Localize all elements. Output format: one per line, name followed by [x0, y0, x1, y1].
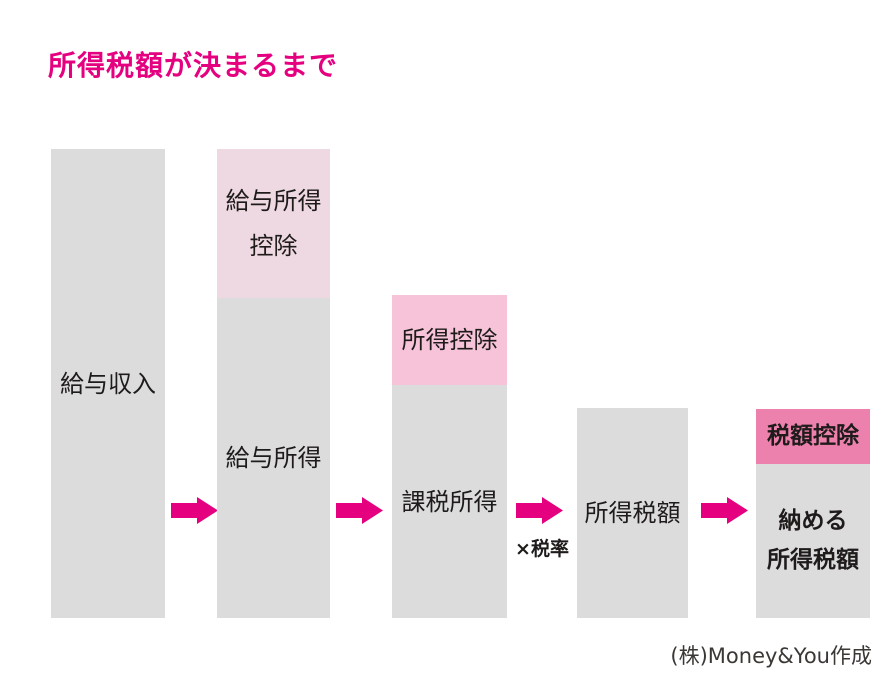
segment-label: 給与収入	[60, 369, 156, 398]
flow-arrow-1	[171, 497, 218, 524]
segment-taxable-income: 課税所得	[392, 385, 507, 618]
bar-salary-income: 給与所得 控除 給与所得	[217, 149, 330, 618]
segment-label-line: 給与所得	[225, 187, 322, 216]
segment-salary-revenue: 給与収入	[51, 149, 165, 618]
flow-arrow-2	[336, 497, 383, 524]
segment-tax-to-pay: 納める 所得税額	[756, 464, 870, 618]
bar-income-tax: 所得税額	[577, 408, 688, 618]
arrow-right-icon	[516, 497, 563, 524]
bar-salary-revenue: 給与収入	[51, 149, 165, 618]
segment-label-line: 所得税額	[767, 547, 859, 573]
segment-salary-income: 給与所得	[217, 298, 330, 618]
segment-label: 給与所得	[225, 444, 322, 472]
segment-salary-income-deduction: 給与所得 控除	[217, 149, 330, 298]
flow-arrow-4	[701, 497, 748, 524]
segment-label: 所得税額	[584, 499, 681, 527]
segment-label: 所得控除	[401, 326, 498, 354]
tax-rate-note: ×税率	[515, 538, 569, 560]
segment-tax-credit: 税額控除	[756, 409, 870, 464]
page-title: 所得税額が決まるまで	[48, 49, 339, 82]
attribution-credit: (株)Money&You作成	[670, 644, 872, 668]
segment-label-line: 控除	[249, 231, 298, 260]
segment-label: 税額控除	[767, 423, 859, 449]
segment-income-tax: 所得税額	[577, 408, 688, 618]
arrow-right-icon	[336, 497, 383, 524]
segment-label: 課税所得	[401, 487, 498, 516]
flow-arrow-3	[516, 497, 563, 524]
arrow-right-icon	[701, 497, 748, 524]
bar-tax-to-pay: 税額控除 納める 所得税額	[756, 409, 870, 618]
segment-income-deduction: 所得控除	[392, 295, 507, 385]
arrow-right-icon	[171, 497, 218, 524]
segment-label-line: 納める	[778, 508, 848, 535]
bar-taxable-income: 所得控除 課税所得	[392, 295, 507, 618]
